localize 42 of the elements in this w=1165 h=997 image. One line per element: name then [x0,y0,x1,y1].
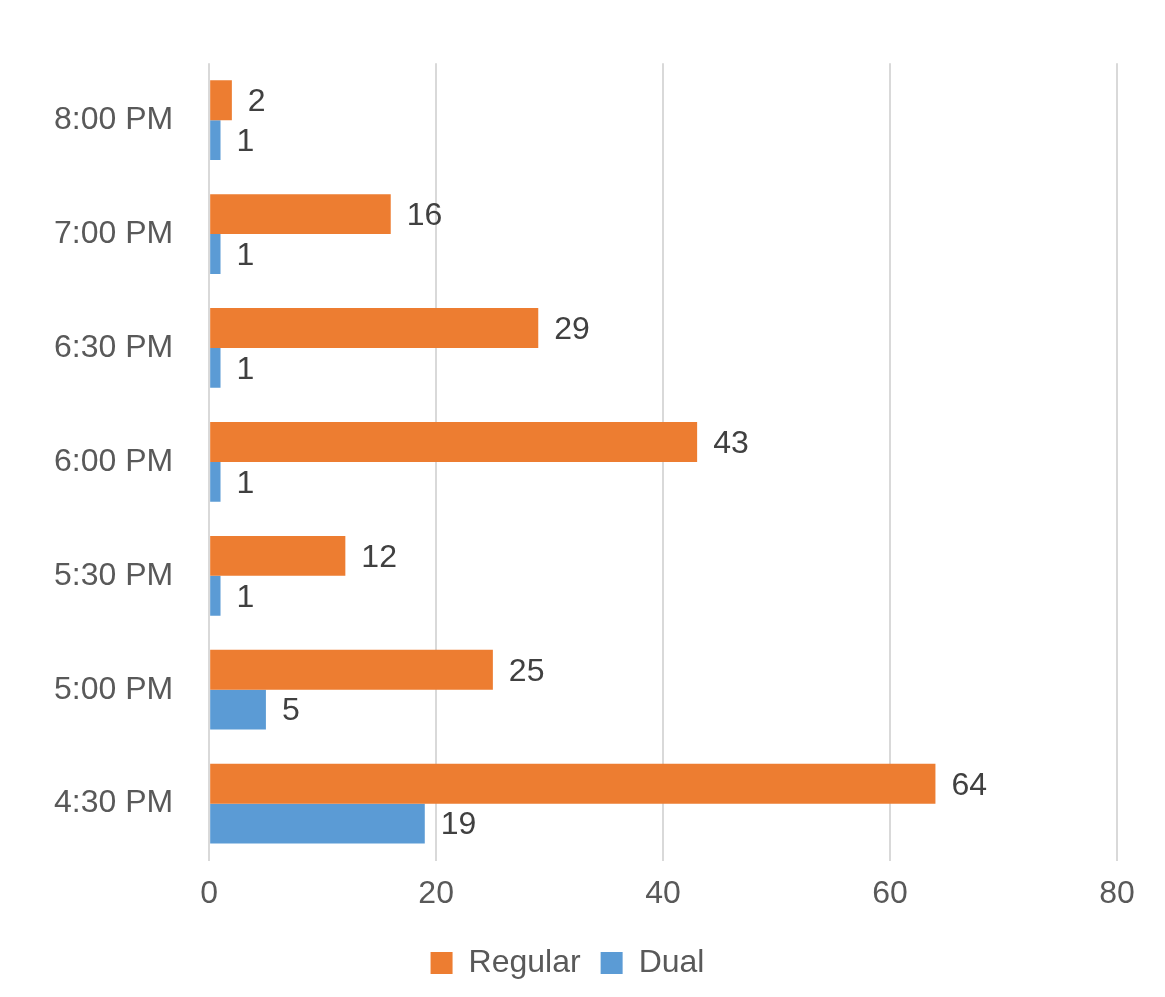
legend-label: Regular [468,942,581,979]
y-tick-label: 7:00 PM [54,213,174,250]
bar [210,803,425,844]
bar [210,649,493,690]
bar [210,422,698,462]
y-tick-label: 8:00 PM [54,99,174,136]
data-label: 25 [508,651,545,688]
data-label: 1 [236,349,255,386]
y-tick-label: 5:00 PM [54,669,174,706]
bar [210,80,232,121]
bar [210,763,936,804]
bar [210,234,221,274]
data-label: 1 [236,121,255,158]
bar [210,308,539,348]
data-label: 5 [281,691,300,728]
bar [210,194,391,235]
data-label: 19 [440,805,477,842]
x-tick-label: 0 [200,873,219,910]
bar [210,461,221,502]
x-tick-label: 80 [1099,873,1135,910]
x-tick-label: 40 [645,873,681,910]
data-label: 16 [406,195,443,232]
y-tick-label: 5:30 PM [54,555,174,592]
data-label: 1 [236,577,255,614]
data-label: 2 [247,82,266,119]
bar [210,575,221,616]
x-tick-label: 20 [418,873,454,910]
data-label: 12 [361,537,397,574]
data-label: 1 [236,235,255,272]
x-tick-label: 60 [872,873,908,910]
legend-label: Dual [638,942,705,979]
y-tick-label: 4:30 PM [54,783,174,820]
data-label: 1 [236,463,255,500]
bar [210,689,266,730]
bar [210,120,221,161]
bar [210,347,221,388]
data-label: 64 [951,765,988,802]
data-label: 43 [713,423,749,460]
y-tick-label: 6:30 PM [54,327,174,364]
bar [210,535,346,576]
y-tick-label: 6:00 PM [54,441,174,478]
data-label: 29 [554,309,590,346]
